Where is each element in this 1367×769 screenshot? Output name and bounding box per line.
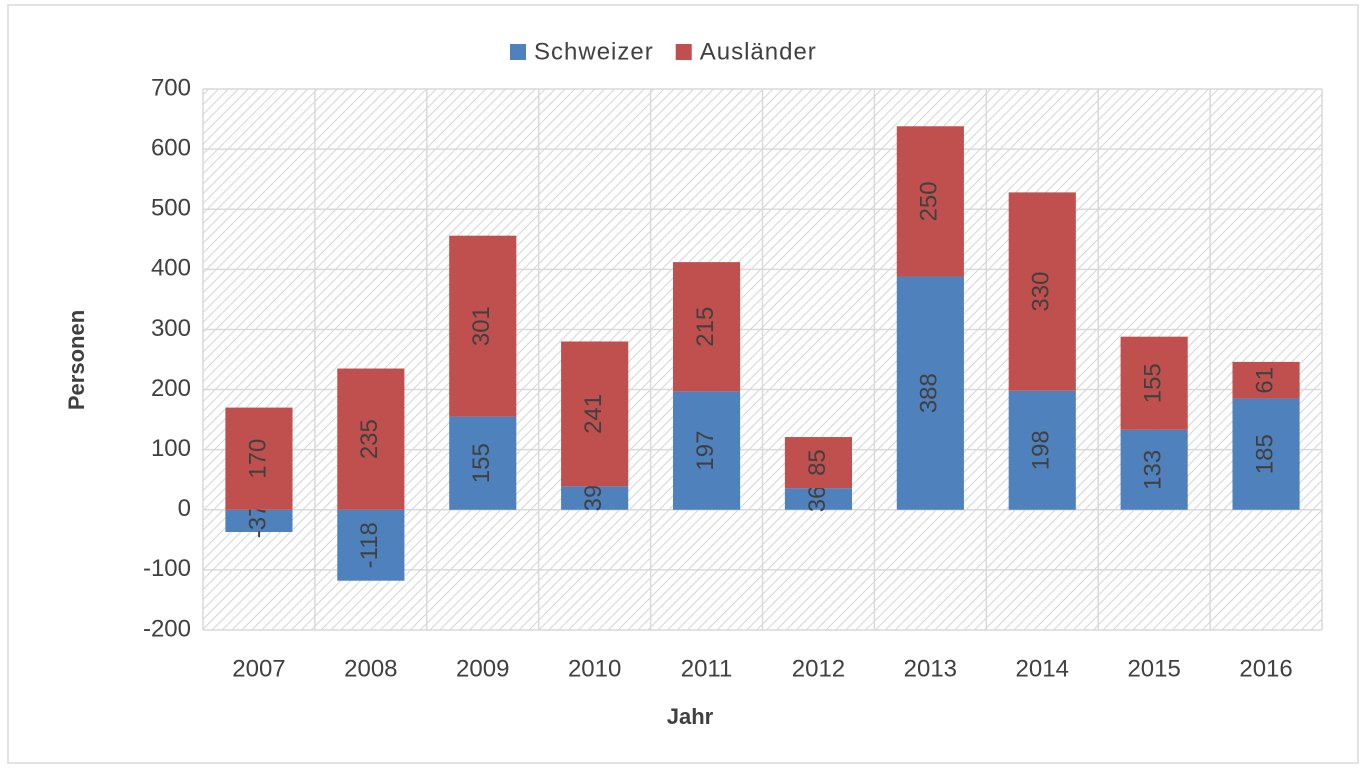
data-label: 155 [468, 443, 495, 483]
legend-label: Schweizer [534, 38, 654, 65]
y-tick-label: 500 [151, 195, 191, 222]
legend-swatch [675, 44, 692, 60]
data-label: 61 [1251, 367, 1278, 394]
data-label: 250 [916, 181, 943, 221]
y-tick-label: 300 [151, 315, 191, 342]
bar [672, 262, 741, 392]
x-tick-label: 2008 [344, 655, 397, 682]
y-tick-label: 700 [151, 74, 191, 101]
data-label: 85 [804, 449, 831, 476]
data-label: 215 [692, 307, 719, 347]
data-label: 155 [1139, 363, 1166, 403]
bar [449, 416, 517, 510]
bar [449, 235, 517, 417]
data-label: 36 [804, 486, 831, 513]
data-label: 197 [692, 431, 719, 471]
bar [784, 488, 853, 510]
bar [1232, 361, 1300, 399]
bar [672, 391, 741, 510]
bar [1120, 429, 1188, 510]
bar [225, 509, 293, 533]
data-label: 39 [580, 485, 607, 512]
x-tick-label: 2014 [1016, 655, 1069, 682]
bar [337, 368, 405, 510]
bar [225, 407, 293, 510]
y-tick-label: -100 [143, 555, 191, 582]
bar [561, 486, 629, 510]
data-label: 170 [244, 439, 271, 479]
data-label: 301 [468, 306, 495, 346]
bar [1232, 398, 1300, 510]
data-label: 241 [580, 394, 607, 434]
x-tick-label: 2016 [1239, 655, 1292, 682]
data-label: 330 [1028, 272, 1055, 312]
x-tick-label: 2007 [232, 655, 285, 682]
data-label: 388 [916, 373, 943, 413]
data-label: 198 [1028, 430, 1055, 470]
y-tick-label: 100 [151, 435, 191, 462]
x-axis-title: Jahr [667, 704, 714, 729]
bar [1120, 336, 1188, 430]
data-label: 185 [1251, 434, 1278, 474]
bar [896, 126, 964, 277]
bar [561, 341, 629, 487]
y-tick-label: -200 [143, 615, 191, 642]
data-label: 133 [1139, 450, 1166, 490]
x-tick-label: 2011 [681, 655, 733, 682]
y-tick-label: 0 [178, 495, 191, 522]
y-tick-label: 400 [151, 255, 191, 282]
y-axis-title: Personen [64, 310, 89, 410]
x-tick-label: 2015 [1127, 655, 1180, 682]
x-tick-label: 2012 [792, 655, 845, 682]
bar [896, 276, 964, 510]
bar [337, 509, 405, 581]
data-label: 235 [356, 419, 383, 459]
x-tick-label: 2010 [568, 655, 621, 682]
bar [1008, 192, 1076, 391]
x-tick-label: 2009 [456, 655, 509, 682]
bar [784, 437, 853, 489]
data-label: -118 [356, 522, 383, 568]
y-tick-label: 200 [151, 375, 191, 402]
legend-label: Ausländer [700, 38, 817, 65]
y-tick-label: 600 [151, 134, 191, 161]
bar [1008, 390, 1076, 510]
legend-swatch [510, 44, 526, 60]
x-tick-label: 2013 [904, 655, 957, 682]
